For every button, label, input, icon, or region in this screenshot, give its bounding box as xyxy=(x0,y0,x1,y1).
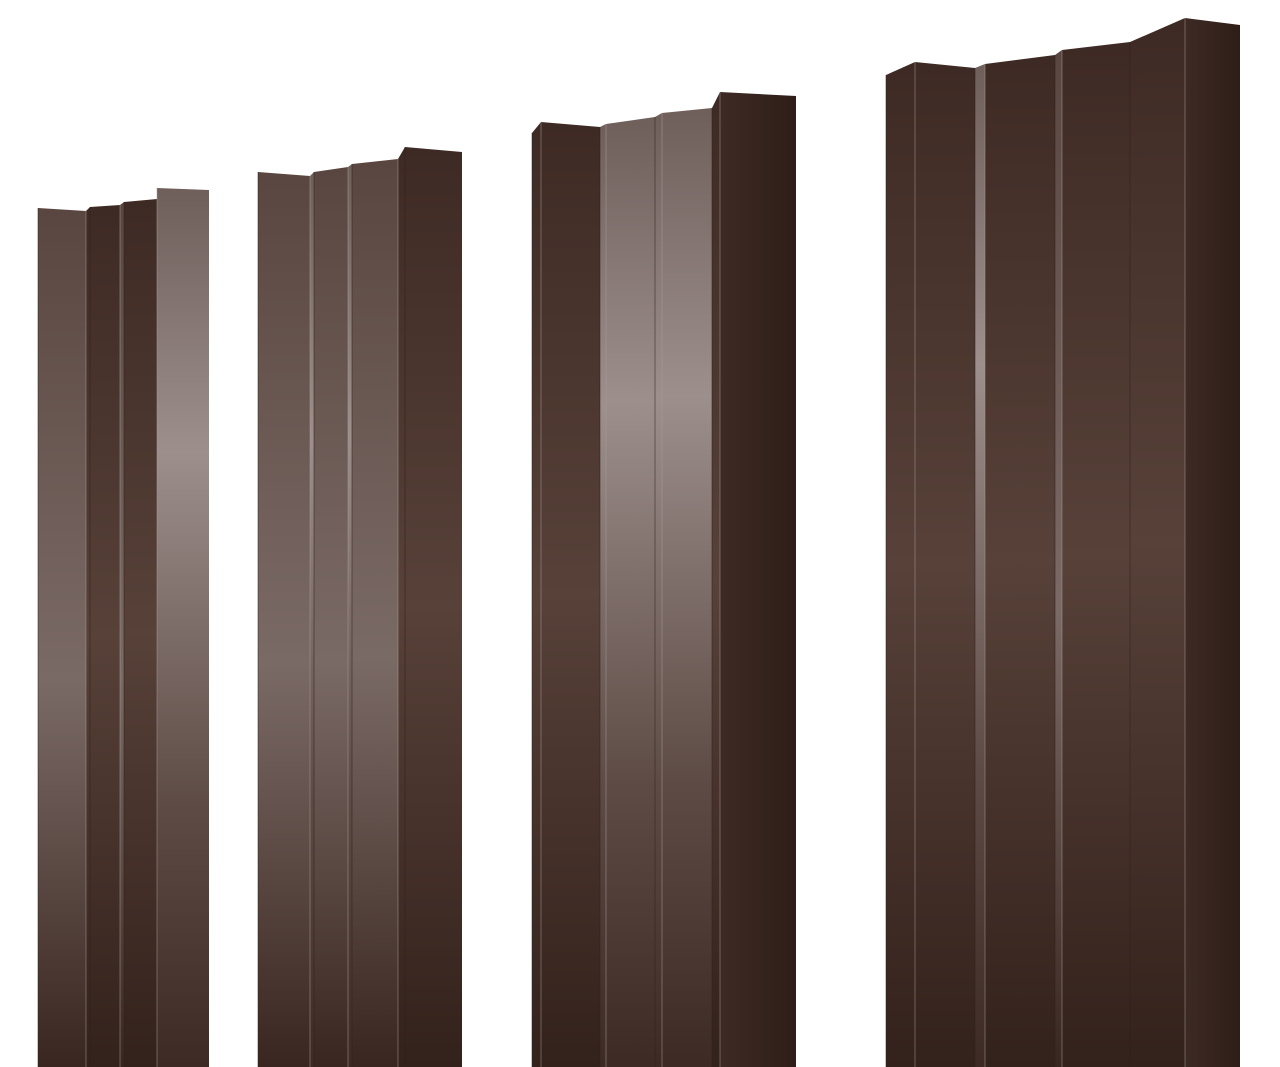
picket-face xyxy=(258,172,310,1067)
fence-picket-1 xyxy=(37,188,209,1067)
picket-face xyxy=(915,62,975,1067)
picket-face xyxy=(532,122,541,1067)
picket-face xyxy=(1130,18,1185,1067)
picket-face xyxy=(975,64,985,1067)
picket-face xyxy=(310,172,314,1067)
picket-face xyxy=(38,208,86,1067)
picket-face xyxy=(314,167,348,1067)
picket-face xyxy=(1185,18,1240,1067)
picket-face xyxy=(120,202,124,1067)
picket-face xyxy=(124,199,157,1067)
picket-face xyxy=(1055,50,1062,1067)
picket-face xyxy=(398,147,405,1067)
picket-face xyxy=(348,164,352,1067)
fence-picket-2 xyxy=(257,147,462,1067)
fence-picket-4 xyxy=(885,18,1240,1067)
picket-face xyxy=(352,159,398,1067)
picket-face xyxy=(1062,42,1130,1067)
picket-face xyxy=(606,117,655,1067)
picket-face xyxy=(405,147,462,1067)
picket-face xyxy=(886,62,915,1067)
picket-face xyxy=(86,207,90,1067)
picket-face xyxy=(712,92,720,1067)
picket-face xyxy=(985,55,1055,1067)
picket-face xyxy=(600,124,606,1067)
picket-face xyxy=(157,188,209,1067)
fence-picket-3 xyxy=(531,92,796,1067)
picket-face xyxy=(662,108,712,1067)
picket-face xyxy=(655,113,662,1067)
picket-face xyxy=(90,205,120,1067)
picket-face xyxy=(720,92,796,1067)
picket-face xyxy=(541,122,600,1067)
